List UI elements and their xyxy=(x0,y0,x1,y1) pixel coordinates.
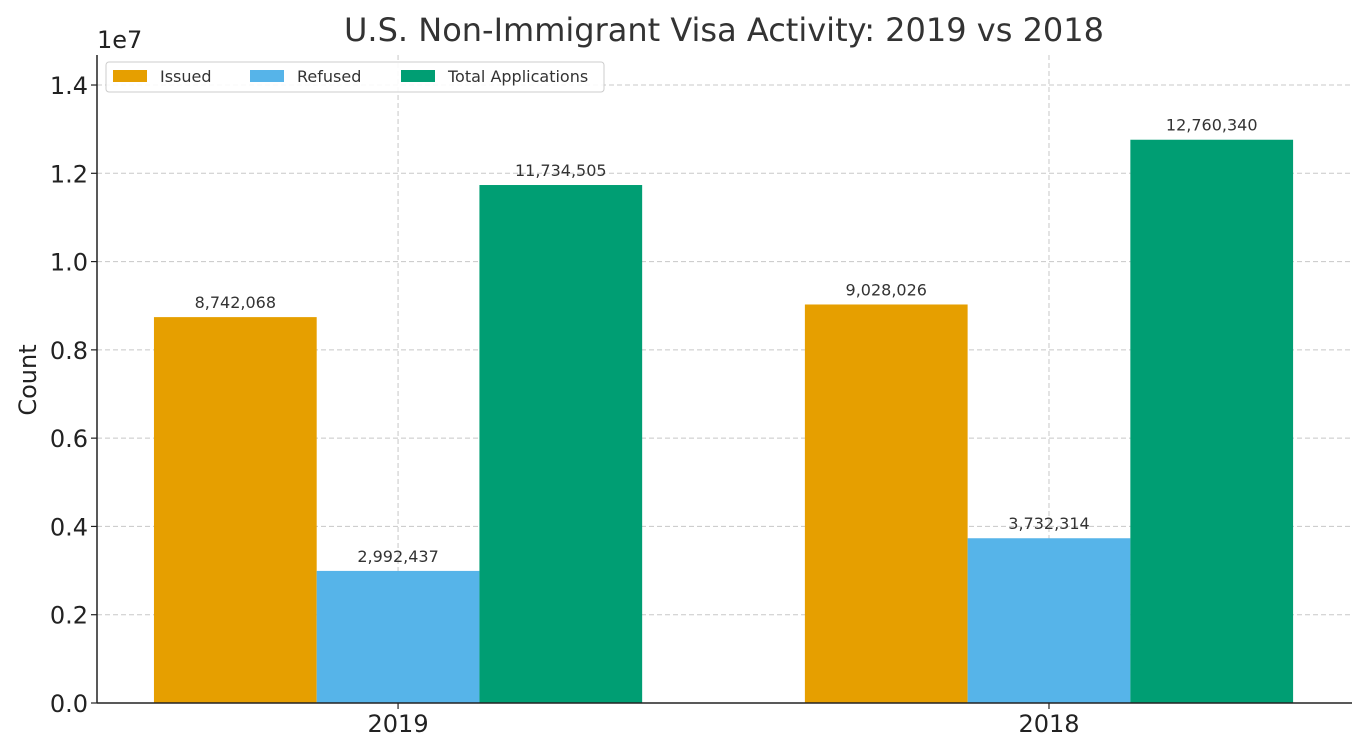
legend-label: Total Applications xyxy=(447,67,588,86)
data-label: 8,742,068 xyxy=(195,293,276,312)
y-offset-label: 1e7 xyxy=(97,26,142,54)
legend-swatch xyxy=(401,70,435,82)
bar-refused xyxy=(316,570,480,703)
bar-refused xyxy=(967,538,1131,703)
legend-swatch xyxy=(113,70,147,82)
legend-label: Issued xyxy=(160,67,212,86)
data-label: 11,734,505 xyxy=(515,161,607,180)
legend-label: Refused xyxy=(297,67,361,86)
legend-box xyxy=(105,61,605,93)
legend: Issued Refused Total Applications xyxy=(105,61,605,93)
y-tick-label: 1.2 xyxy=(50,160,88,188)
data-label: 12,760,340 xyxy=(1166,116,1258,135)
y-tick-label: 0.8 xyxy=(50,337,88,365)
data-label: 3,732,314 xyxy=(1008,514,1089,533)
y-tick-label: 0.4 xyxy=(50,513,88,541)
y-tick-label: 0.2 xyxy=(50,602,88,630)
data-label: 2,992,437 xyxy=(357,547,438,566)
bar-issued xyxy=(153,317,317,703)
bar-issued xyxy=(804,304,968,703)
y-tick-label: 1.0 xyxy=(50,249,88,277)
x-tick-label: 2019 xyxy=(368,710,429,738)
y-tick-label: 0.6 xyxy=(50,425,88,453)
y-tick-label: 0.0 xyxy=(50,690,88,718)
bar-total-applications xyxy=(479,185,643,704)
chart-title: U.S. Non-Immigrant Visa Activity: 2019 v… xyxy=(344,11,1104,49)
y-axis-label: Count xyxy=(14,344,42,415)
data-label: 9,028,026 xyxy=(846,280,927,299)
x-tick-label: 2018 xyxy=(1018,710,1079,738)
y-tick-label: 1.4 xyxy=(50,72,88,100)
bar-total-applications xyxy=(1130,139,1294,703)
legend-swatch xyxy=(250,70,284,82)
